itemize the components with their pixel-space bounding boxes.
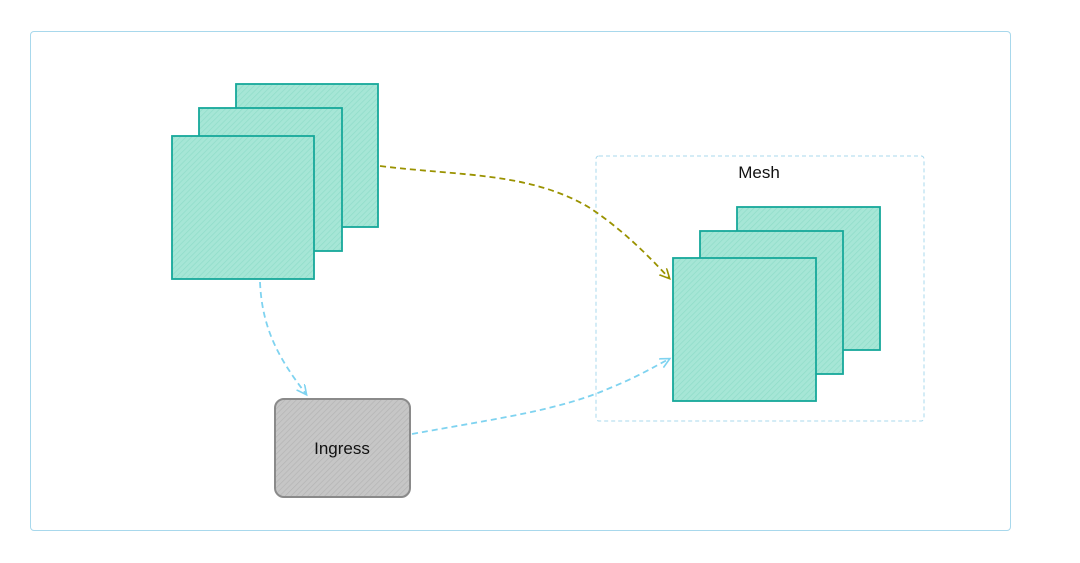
mesh-group: Mesh [595, 155, 925, 422]
edge-stack-to-ingress[interactable] [259, 281, 306, 394]
ingress-box[interactable] [274, 398, 411, 498]
service-stack-mesh[interactable] [672, 206, 881, 402]
ingress-node[interactable]: Ingress [274, 398, 411, 498]
service-stack-left[interactable] [171, 83, 379, 280]
ingress-label: Ingress [314, 439, 370, 458]
edge-ingress-to-mesh[interactable] [411, 359, 669, 435]
mesh-group-border [595, 155, 925, 422]
service-card-front[interactable] [171, 135, 315, 280]
mesh-group-label: Mesh [738, 163, 780, 182]
mesh-service-card-front[interactable] [672, 257, 817, 402]
edge-stack-to-mesh[interactable] [379, 165, 669, 278]
